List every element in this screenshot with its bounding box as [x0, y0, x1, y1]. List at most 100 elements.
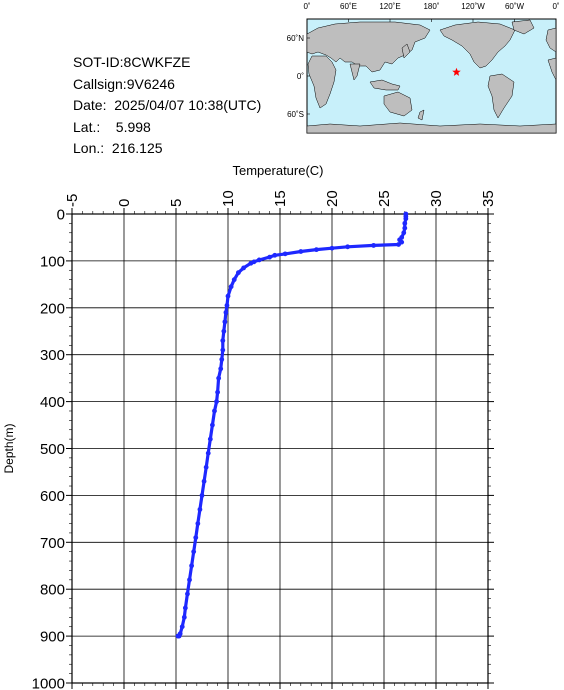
temperature-data-point	[182, 605, 188, 611]
temperature-data-point	[210, 422, 215, 428]
temperature-data-point	[236, 270, 241, 276]
y-axis-title: Depth(m)	[2, 423, 16, 473]
y-axis-ticks: 0 100 200 300 400 500 600 700 800 900 1000	[32, 207, 494, 690]
y-tick-label: 300	[40, 347, 65, 364]
temperature-data-point	[212, 408, 217, 414]
map-land	[306, 19, 557, 134]
land-indonesia	[369, 79, 401, 91]
location-map: 0˚ 60˚E 120˚E 180˚ 120˚W 60˚W 0˚ 60˚N 0˚ 60˚S	[287, 2, 560, 134]
y-tick-label: 700	[40, 535, 65, 552]
temperature-data-point	[199, 493, 205, 498]
temperature-data-point	[267, 254, 272, 260]
temperature-data-point	[214, 399, 219, 404]
land-australia	[383, 91, 413, 117]
map-longitude-label: 60˚W	[505, 2, 525, 11]
temperature-data-point	[189, 563, 195, 569]
x-tick-label: 15	[272, 190, 289, 207]
longitude-label: Lon.: 216.125	[73, 140, 163, 156]
temperature-data-point	[219, 356, 225, 362]
temperature-data-point	[371, 243, 376, 248]
land-africa	[307, 55, 337, 109]
temperature-data-point	[402, 220, 408, 226]
temperature-data-point	[179, 624, 185, 630]
x-tick-label: -5	[64, 194, 81, 207]
map-latitude-label: 60˚N	[287, 34, 305, 43]
x-tick-label: 10	[220, 190, 237, 207]
land-india	[349, 63, 361, 81]
temperature-data-point	[401, 230, 407, 236]
temperature-data-point	[203, 464, 209, 470]
land-antarctica	[306, 122, 557, 134]
y-tick-label: 900	[40, 629, 65, 646]
temperature-data-point	[218, 366, 224, 372]
location-star-marker	[452, 67, 461, 76]
temperature-data-point	[185, 591, 190, 597]
temperature-data-point	[329, 245, 335, 251]
map-latitude-label: 60˚S	[287, 110, 304, 119]
temperature-data-point	[216, 375, 222, 381]
y-tick-label: 800	[40, 582, 65, 599]
temperature-data-point	[222, 319, 228, 325]
temperature-data-point	[181, 614, 187, 620]
land-africa-west	[547, 57, 557, 81]
temperature-data-point	[272, 252, 278, 258]
temperature-data-point	[403, 216, 409, 222]
temperature-data-point	[314, 247, 319, 253]
temperature-data-point	[193, 535, 199, 541]
temperature-data-point	[241, 265, 247, 271]
temperature-data-point	[191, 549, 197, 555]
x-axis-ticks: -5 0 5 10 15 20 25 30 35	[64, 190, 497, 689]
y-tick-label: 400	[40, 394, 65, 411]
profile-info: SOT-ID:8CWKFZE Callsign:9V6246 Date: 202…	[73, 52, 261, 160]
temperature-data-point	[225, 293, 231, 299]
x-tick-label: 25	[376, 190, 393, 207]
date-label: Date: 2025/04/07 10:38(UTC)	[73, 97, 262, 113]
temperature-data-point	[282, 251, 288, 257]
map-longitude-labels: 0˚ 60˚E 120˚E 180˚ 120˚W 60˚W 0˚	[303, 2, 560, 22]
x-tick-label: 35	[480, 190, 497, 207]
map-longitude-label: 120˚W	[461, 2, 485, 11]
x-tick-label: 20	[324, 190, 341, 207]
temperature-data-point	[345, 244, 350, 250]
x-tick-label: 0	[116, 199, 133, 207]
map-longitude-label: 60˚E	[340, 2, 357, 11]
temperature-data-point	[223, 310, 229, 315]
sot-id-label: SOT-ID:8CWKFZE	[73, 54, 191, 70]
temperature-data-point	[197, 507, 203, 512]
temperature-data-point	[201, 478, 207, 484]
temperature-data-point	[215, 389, 221, 395]
temperature-data-point	[205, 450, 211, 456]
land-japan	[401, 43, 411, 59]
latitude-label: Lat.: 5.998	[73, 118, 151, 135]
temperature-data-point	[220, 347, 226, 353]
temperature-data-point	[248, 260, 254, 266]
land-new-zealand	[417, 109, 425, 121]
temperature-data-point	[175, 633, 181, 639]
temperature-data-point	[224, 303, 230, 308]
temperature-data-point	[298, 249, 304, 254]
temperature-data-point	[402, 225, 408, 231]
series-layer	[175, 211, 409, 639]
temperature-data-point	[396, 242, 401, 247]
map-longitude-label: 0˚	[552, 2, 559, 11]
temperature-data-point	[195, 521, 201, 526]
land-eurasia	[306, 21, 431, 73]
land-north-america	[439, 21, 516, 69]
temperature-data-point	[187, 577, 192, 583]
temperature-data-point	[228, 284, 234, 290]
temperature-data-point	[220, 338, 226, 344]
y-tick-label: 0	[57, 207, 65, 224]
chart-grid	[71, 213, 489, 684]
x-tick-label: 5	[168, 199, 185, 207]
x-tick-label: 30	[428, 190, 445, 207]
temperature-data-point	[221, 328, 227, 334]
temperature-data-point	[256, 257, 262, 263]
temperature-data-point	[207, 436, 213, 442]
x-axis-title: Temperature(C)	[232, 163, 323, 178]
callsign-label: Callsign:9V6246	[73, 75, 175, 92]
land-europe-west	[545, 27, 557, 53]
land-south-america	[487, 73, 515, 119]
y-tick-label: 500	[40, 441, 65, 458]
y-tick-label: 1000	[32, 676, 65, 690]
